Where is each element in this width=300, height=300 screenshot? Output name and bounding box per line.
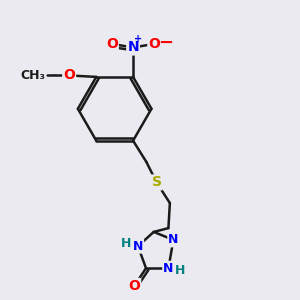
Text: N: N xyxy=(163,262,174,275)
Text: O: O xyxy=(128,279,140,293)
Text: CH₃: CH₃ xyxy=(21,69,46,82)
Text: O: O xyxy=(148,37,160,51)
Text: H: H xyxy=(121,237,131,250)
Text: methoxy: methoxy xyxy=(52,74,58,75)
Text: S: S xyxy=(152,176,162,190)
Text: N: N xyxy=(168,233,178,246)
Text: +: + xyxy=(134,34,142,44)
Text: H: H xyxy=(175,264,185,277)
Text: −: − xyxy=(158,34,173,52)
Text: N: N xyxy=(133,240,143,253)
Text: O: O xyxy=(106,37,118,51)
Text: N: N xyxy=(127,40,139,55)
Text: O: O xyxy=(63,68,75,83)
